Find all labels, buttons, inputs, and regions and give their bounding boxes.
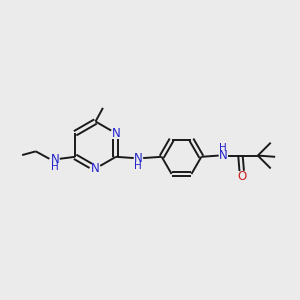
- Text: N: N: [50, 153, 59, 166]
- Text: N: N: [91, 162, 100, 175]
- Text: O: O: [237, 170, 246, 183]
- Text: N: N: [219, 149, 227, 162]
- Text: H: H: [134, 161, 142, 171]
- Text: H: H: [219, 142, 227, 153]
- Text: H: H: [51, 162, 59, 172]
- Text: N: N: [112, 127, 120, 140]
- Text: N: N: [134, 152, 142, 164]
